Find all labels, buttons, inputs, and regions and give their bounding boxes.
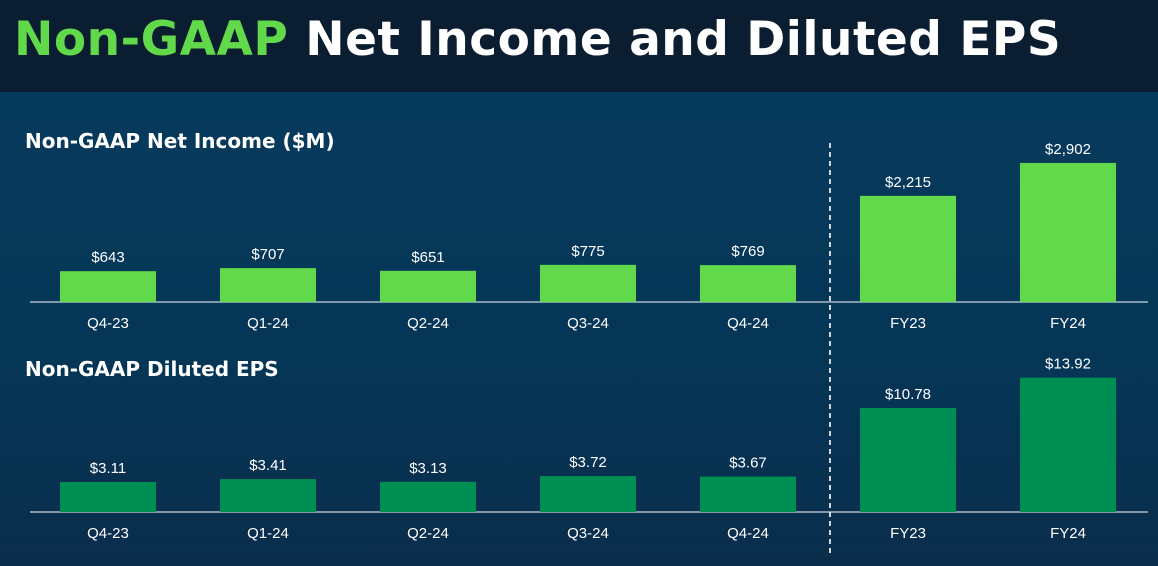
net-income-value-label: $2,902 [1045,141,1091,158]
eps-tick-label: FY24 [1050,525,1086,542]
eps-tick-label: Q4-24 [727,525,769,542]
net-income-tick-label: Q4-23 [87,315,129,332]
eps-tick-label: Q2-24 [407,525,449,542]
eps-value-label: $3.13 [409,460,447,477]
net-income-bar-q2-24 [380,270,476,302]
eps-value-label: $13.92 [1045,356,1091,373]
eps-value-label: $10.78 [885,386,931,403]
eps-value-label: $3.41 [249,457,287,474]
eps-bar-fy23 [860,407,956,512]
net-income-tick-label: Q3-24 [567,315,609,332]
net-income-tick-label: Q4-24 [727,315,769,332]
eps-tick-label: Q3-24 [567,525,609,542]
net-income-chart: Non-GAAP Net Income ($M) $643 Q4-23 $707 Q1-… [25,129,1148,332]
net-income-bar-q3-24 [540,264,636,302]
net-income-bar-q4-24 [700,265,796,302]
slide-header: Non-GAAP Net Income and Diluted EPS [0,0,1158,93]
slide-title-rest: Net Income and Diluted EPS [288,12,1062,67]
net-income-chart-title: Non-GAAP Net Income ($M) [25,129,335,153]
eps-bar-fy24 [1020,377,1116,512]
net-income-tick-label: Q2-24 [407,315,449,332]
net-income-bar-q4-23 [60,271,156,302]
net-income-tick-label: FY24 [1050,315,1086,332]
eps-tick-label: Q4-23 [87,525,129,542]
eps-bar-q4-23 [60,481,156,512]
eps-bar-q1-24 [220,479,316,512]
eps-tick-label: Q1-24 [247,525,289,542]
net-income-value-label: $643 [91,249,124,266]
net-income-bar-q1-24 [220,268,316,302]
net-income-value-label: $651 [411,249,444,266]
eps-chart-title: Non-GAAP Diluted EPS [25,357,279,381]
net-income-value-label: $769 [731,243,764,260]
net-income-bar-fy24 [1020,162,1116,302]
slide-title: Non-GAAP Net Income and Diluted EPS [14,12,1061,67]
eps-tick-label: FY23 [890,525,926,542]
net-income-bar-fy23 [860,195,956,302]
eps-bar-q4-24 [700,476,796,512]
slide-title-accent: Non-GAAP [14,12,289,67]
net-income-value-label: $707 [251,246,284,263]
net-income-tick-label: FY23 [890,315,926,332]
diluted-eps-chart: Non-GAAP Diluted EPS $3.11 Q4-23 $3.41 Q1-24… [25,356,1148,542]
eps-value-label: $3.67 [729,455,767,472]
net-income-value-label: $775 [571,243,604,260]
net-income-value-label: $2,215 [885,174,931,191]
eps-value-label: $3.11 [90,460,126,477]
eps-value-label: $3.72 [569,454,607,471]
eps-bar-q3-24 [540,476,636,512]
eps-bar-q2-24 [380,481,476,512]
net-income-tick-label: Q1-24 [247,315,289,332]
